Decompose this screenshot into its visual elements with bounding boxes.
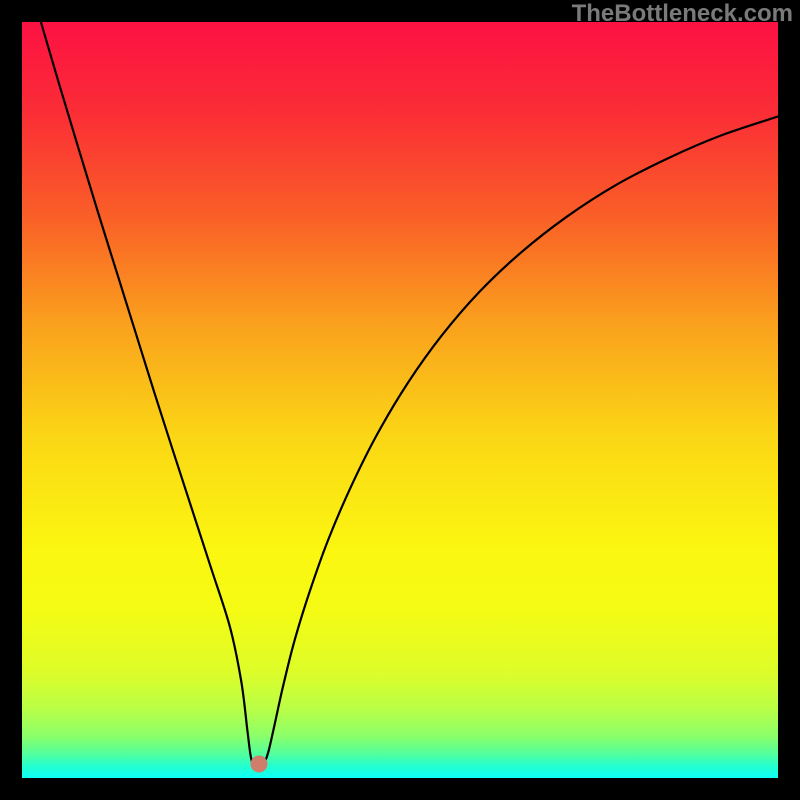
frame-right: [778, 0, 800, 800]
frame-left: [0, 0, 22, 800]
watermark-text: TheBottleneck.com: [572, 0, 793, 28]
frame-bottom: [0, 778, 800, 800]
plot-area: [22, 22, 778, 778]
chart-container: TheBottleneck.com: [0, 0, 800, 800]
min-marker: [250, 756, 267, 773]
